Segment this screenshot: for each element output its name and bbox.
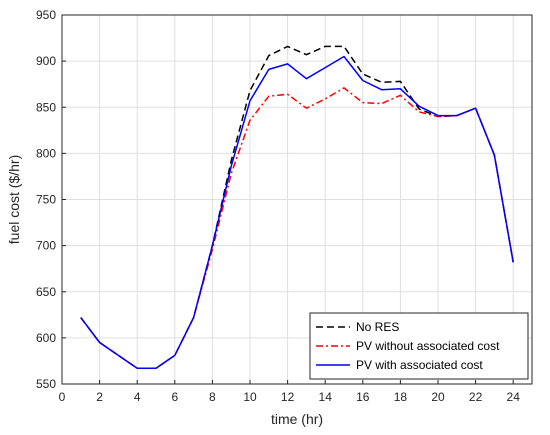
y-tick-label: 950 <box>36 8 56 22</box>
x-tick-label: 8 <box>209 390 216 404</box>
x-tick-label: 16 <box>356 390 370 404</box>
legend-label-0: No RES <box>356 320 399 334</box>
x-tick-label: 0 <box>59 390 66 404</box>
y-tick-label: 650 <box>36 285 56 299</box>
x-tick-label: 2 <box>96 390 103 404</box>
x-tick-label: 22 <box>469 390 483 404</box>
ticks: 0 2 4 6 8 10 12 14 16 18 20 22 245506006507007508008… <box>36 8 520 404</box>
x-tick-label: 20 <box>431 390 445 404</box>
y-tick-label: 700 <box>36 239 56 253</box>
series-line-2 <box>80 55 514 370</box>
y-tick-label: 550 <box>36 377 56 391</box>
y-tick-label: 750 <box>36 193 56 207</box>
legend: No RES PV without associated cost PV with … <box>309 312 529 380</box>
y-tick-label: 800 <box>36 146 56 160</box>
y-tick-label: 900 <box>36 54 56 68</box>
y-axis-label: fuel cost ($/hr) <box>6 155 22 244</box>
x-tick-label: 10 <box>243 390 257 404</box>
y-tick-label: 850 <box>36 100 56 114</box>
x-axis-label: time (hr) <box>271 411 323 427</box>
legend-label-1: PV without associated cost <box>356 339 500 353</box>
x-tick-label: 4 <box>134 390 141 404</box>
x-tick-label: 12 <box>281 390 295 404</box>
x-tick-label: 14 <box>319 390 333 404</box>
y-tick-label: 600 <box>36 331 56 345</box>
x-tick-label: 18 <box>394 390 408 404</box>
series-layer <box>80 45 514 370</box>
x-tick-label: 24 <box>507 390 521 404</box>
legend-label-2: PV with associated cost <box>356 358 483 372</box>
x-tick-label: 6 <box>171 390 178 404</box>
